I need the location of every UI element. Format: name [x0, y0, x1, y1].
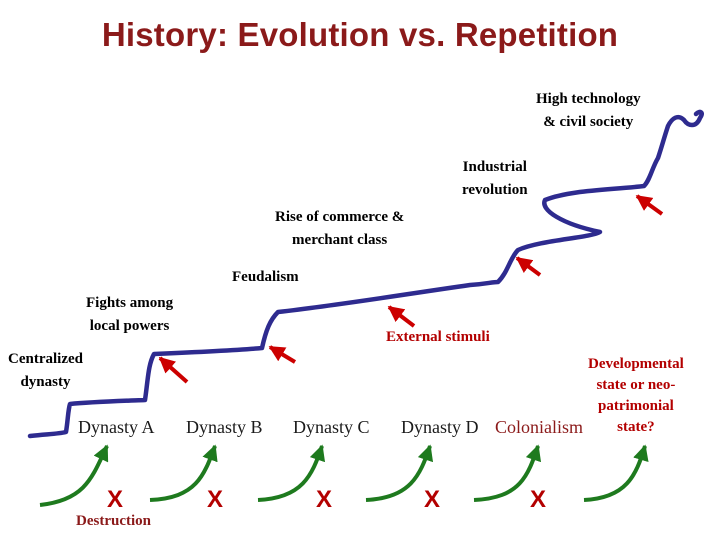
destruction-x-mark: X: [107, 486, 124, 513]
stage-label-commerce: Rise of commerce & merchant class: [275, 206, 404, 251]
stage-label-line: local powers: [89, 317, 170, 334]
external-stimuli-label: External stimuli: [386, 326, 490, 349]
red-arrow: [387, 305, 416, 328]
stage-label-line: Centralized: [8, 351, 83, 367]
destruction-x-mark: X: [530, 486, 547, 513]
stage-label-fights: Fights among local powers: [86, 292, 173, 337]
cycle-arrow: [149, 444, 218, 502]
stage-label-line: & civil society: [543, 113, 634, 130]
stage-label-line: External stimuli: [386, 329, 490, 345]
stage-label-industrial: Industrial revolution: [462, 156, 528, 201]
stage-label-line: Rise of commerce &: [275, 209, 405, 225]
dynasty-label-c: Dynasty C: [293, 417, 370, 437]
destruction-x-mark: X: [424, 486, 441, 513]
red-arrow: [268, 345, 297, 364]
stage-label-line: Feudalism: [232, 269, 299, 285]
stage-label-line: Fights among: [86, 295, 174, 311]
stage-label-feudalism: Feudalism: [232, 266, 299, 289]
stage-label-line: state?: [617, 419, 655, 435]
stage-label-high-technology: High technology & civil society: [536, 88, 641, 133]
red-arrow: [635, 194, 664, 216]
stage-label-line: state or neo-: [596, 377, 676, 393]
stage-label-line: revolution: [462, 181, 528, 198]
colonialism-label: Colonialism: [495, 417, 584, 437]
stage-label-line: patrimonial: [597, 398, 674, 414]
cycle-arrow: [473, 444, 542, 502]
evolution-staircase-line: [27, 109, 704, 439]
destruction-label: Destruction: [76, 513, 151, 529]
developmental-state-label: Developmental state or neo- patrimonial …: [588, 354, 684, 438]
stage-label-line: merchant class: [292, 231, 388, 248]
stage-label-line: Developmental: [588, 356, 684, 372]
dynasty-label-a: Dynasty A: [78, 417, 155, 437]
slide-title: History: Evolution vs. Repetition: [101, 16, 619, 53]
cycle-arrow: [365, 444, 434, 502]
cycle-arrow: [583, 444, 649, 502]
stage-label-line: Industrial: [462, 159, 527, 175]
dynasty-label-d: Dynasty D: [401, 417, 479, 437]
dynasty-label-b: Dynasty B: [186, 417, 263, 437]
red-arrow: [515, 256, 542, 277]
destruction-x-mark: X: [316, 486, 333, 513]
cycle-arrow: [39, 444, 109, 507]
stage-label-centralized: Centralized dynasty: [8, 348, 83, 393]
stage-label-line: High technology: [536, 91, 641, 107]
red-arrow: [158, 356, 189, 384]
cycle-arrow: [257, 444, 326, 502]
destruction-x-mark: X: [207, 486, 224, 513]
stage-label-line: dynasty: [20, 373, 71, 390]
